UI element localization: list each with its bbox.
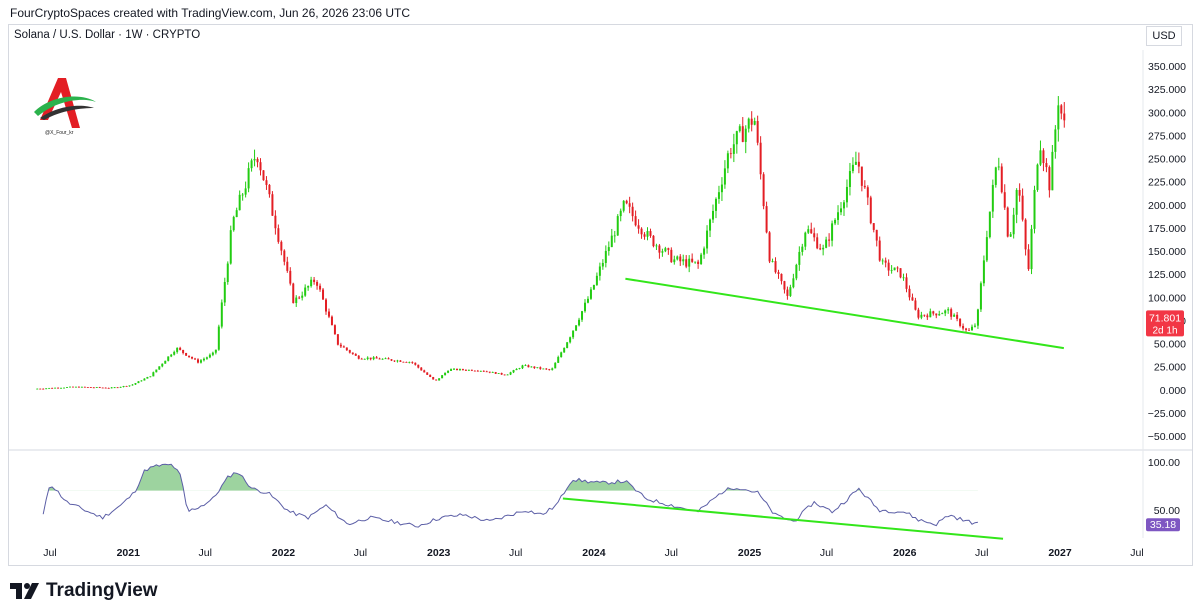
currency-button[interactable]: USD: [1146, 26, 1182, 46]
tradingview-brand[interactable]: TradingView: [10, 580, 158, 602]
chart-credit: FourCryptoSpaces created with TradingVie…: [10, 6, 410, 20]
tradingview-wordmark: TradingView: [46, 580, 158, 601]
chart-frame: [8, 24, 1193, 566]
tradingview-logo-icon: [10, 583, 39, 599]
symbol-legend[interactable]: Solana / U.S. Dollar · 1W · CRYPTO: [14, 29, 201, 41]
